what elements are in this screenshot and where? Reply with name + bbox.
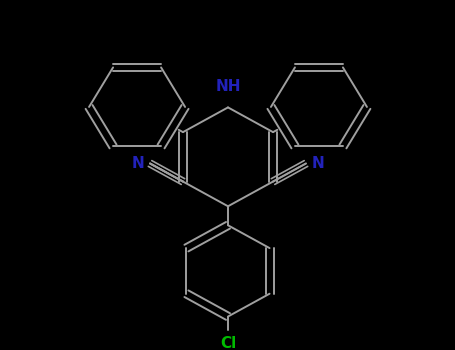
Text: N: N [312, 156, 325, 171]
Text: N: N [131, 156, 144, 171]
Text: NH: NH [215, 79, 241, 94]
Text: Cl: Cl [220, 336, 236, 350]
